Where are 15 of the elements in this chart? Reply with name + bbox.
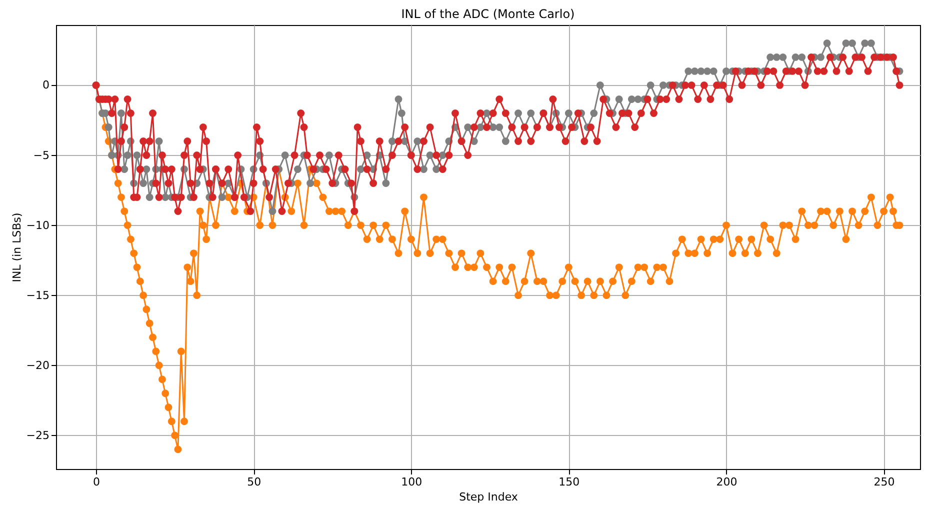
y-tick-label: −10 — [26, 218, 50, 232]
x-axis-title: Step Index — [459, 490, 518, 504]
y-tick-label: −15 — [26, 288, 50, 302]
x-tick-label: 0 — [93, 476, 100, 488]
y-tick-label: 0 — [42, 78, 50, 92]
chart-title: INL of the ADC (Monte Carlo) — [401, 7, 575, 21]
y-tick-label: −20 — [26, 358, 50, 372]
y-tick-label: −5 — [33, 148, 50, 162]
y-axis-title: INL (in LSBs) — [10, 212, 24, 282]
x-tick-label: 100 — [401, 476, 422, 488]
x-tick-label: 250 — [874, 476, 895, 488]
x-tick-label: 150 — [558, 476, 580, 488]
y-tick-label: −25 — [26, 428, 50, 442]
x-tick-label: 200 — [716, 476, 738, 488]
x-tick-label: 50 — [247, 476, 262, 488]
